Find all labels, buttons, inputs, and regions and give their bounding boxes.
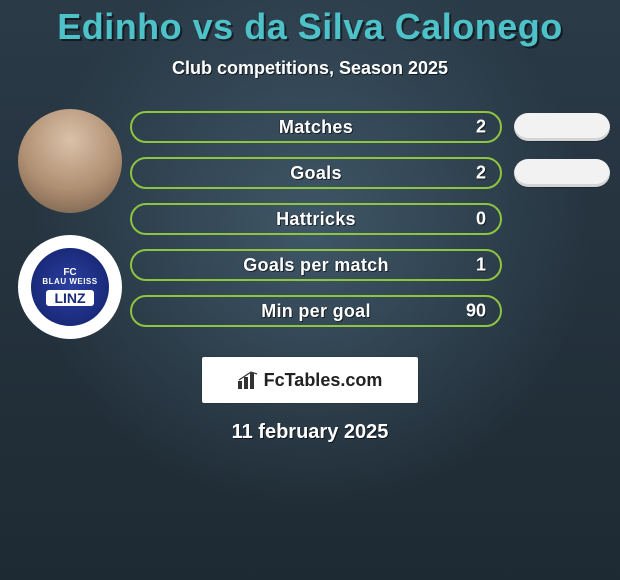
stat-row: Matches 2 xyxy=(130,111,610,143)
stat-label: Min per goal xyxy=(261,301,371,322)
stat-row: Goals per match 1 xyxy=(130,249,610,281)
stat-label: Hattricks xyxy=(276,209,356,230)
content-area: FC BLAU WEISS LINZ Matches 2 Goals xyxy=(0,107,620,339)
player-avatar xyxy=(18,109,122,213)
badge-line-3: LINZ xyxy=(46,290,93,307)
stat-value: 2 xyxy=(476,117,486,138)
page-subtitle: Club competitions, Season 2025 xyxy=(0,58,620,79)
stat-value: 0 xyxy=(476,209,486,230)
stat-bar-min-per-goal: Min per goal 90 xyxy=(130,295,502,327)
pill-slot xyxy=(514,159,610,187)
stat-label: Goals xyxy=(290,163,342,184)
stat-pill xyxy=(514,159,610,187)
stat-bar-matches: Matches 2 xyxy=(130,111,502,143)
stat-label: Goals per match xyxy=(243,255,389,276)
stat-row: Goals 2 xyxy=(130,157,610,189)
chart-icon xyxy=(238,371,258,389)
stats-column: Matches 2 Goals 2 Hattricks xyxy=(130,107,610,327)
stat-value: 90 xyxy=(466,301,486,322)
date-label: 11 february 2025 xyxy=(0,421,620,444)
club-badge: FC BLAU WEISS LINZ xyxy=(27,244,113,330)
branding-text: FcTables.com xyxy=(264,370,383,391)
stat-label: Matches xyxy=(279,117,353,138)
club-avatar: FC BLAU WEISS LINZ xyxy=(18,235,122,339)
badge-line-2: BLAU WEISS xyxy=(42,278,97,286)
page-title: Edinho vs da Silva Calonego xyxy=(0,6,620,48)
comparison-card: Edinho vs da Silva Calonego Club competi… xyxy=(0,0,620,580)
stat-bar-goals: Goals 2 xyxy=(130,157,502,189)
stat-value: 1 xyxy=(476,255,486,276)
pill-slot xyxy=(514,113,610,141)
stat-bar-hattricks: Hattricks 0 xyxy=(130,203,502,235)
stat-pill xyxy=(514,113,610,141)
avatar-column: FC BLAU WEISS LINZ xyxy=(10,107,130,339)
stat-row: Min per goal 90 xyxy=(130,295,610,327)
stat-value: 2 xyxy=(476,163,486,184)
stat-row: Hattricks 0 xyxy=(130,203,610,235)
branding-badge: FcTables.com xyxy=(202,357,418,403)
stat-bar-goals-per-match: Goals per match 1 xyxy=(130,249,502,281)
